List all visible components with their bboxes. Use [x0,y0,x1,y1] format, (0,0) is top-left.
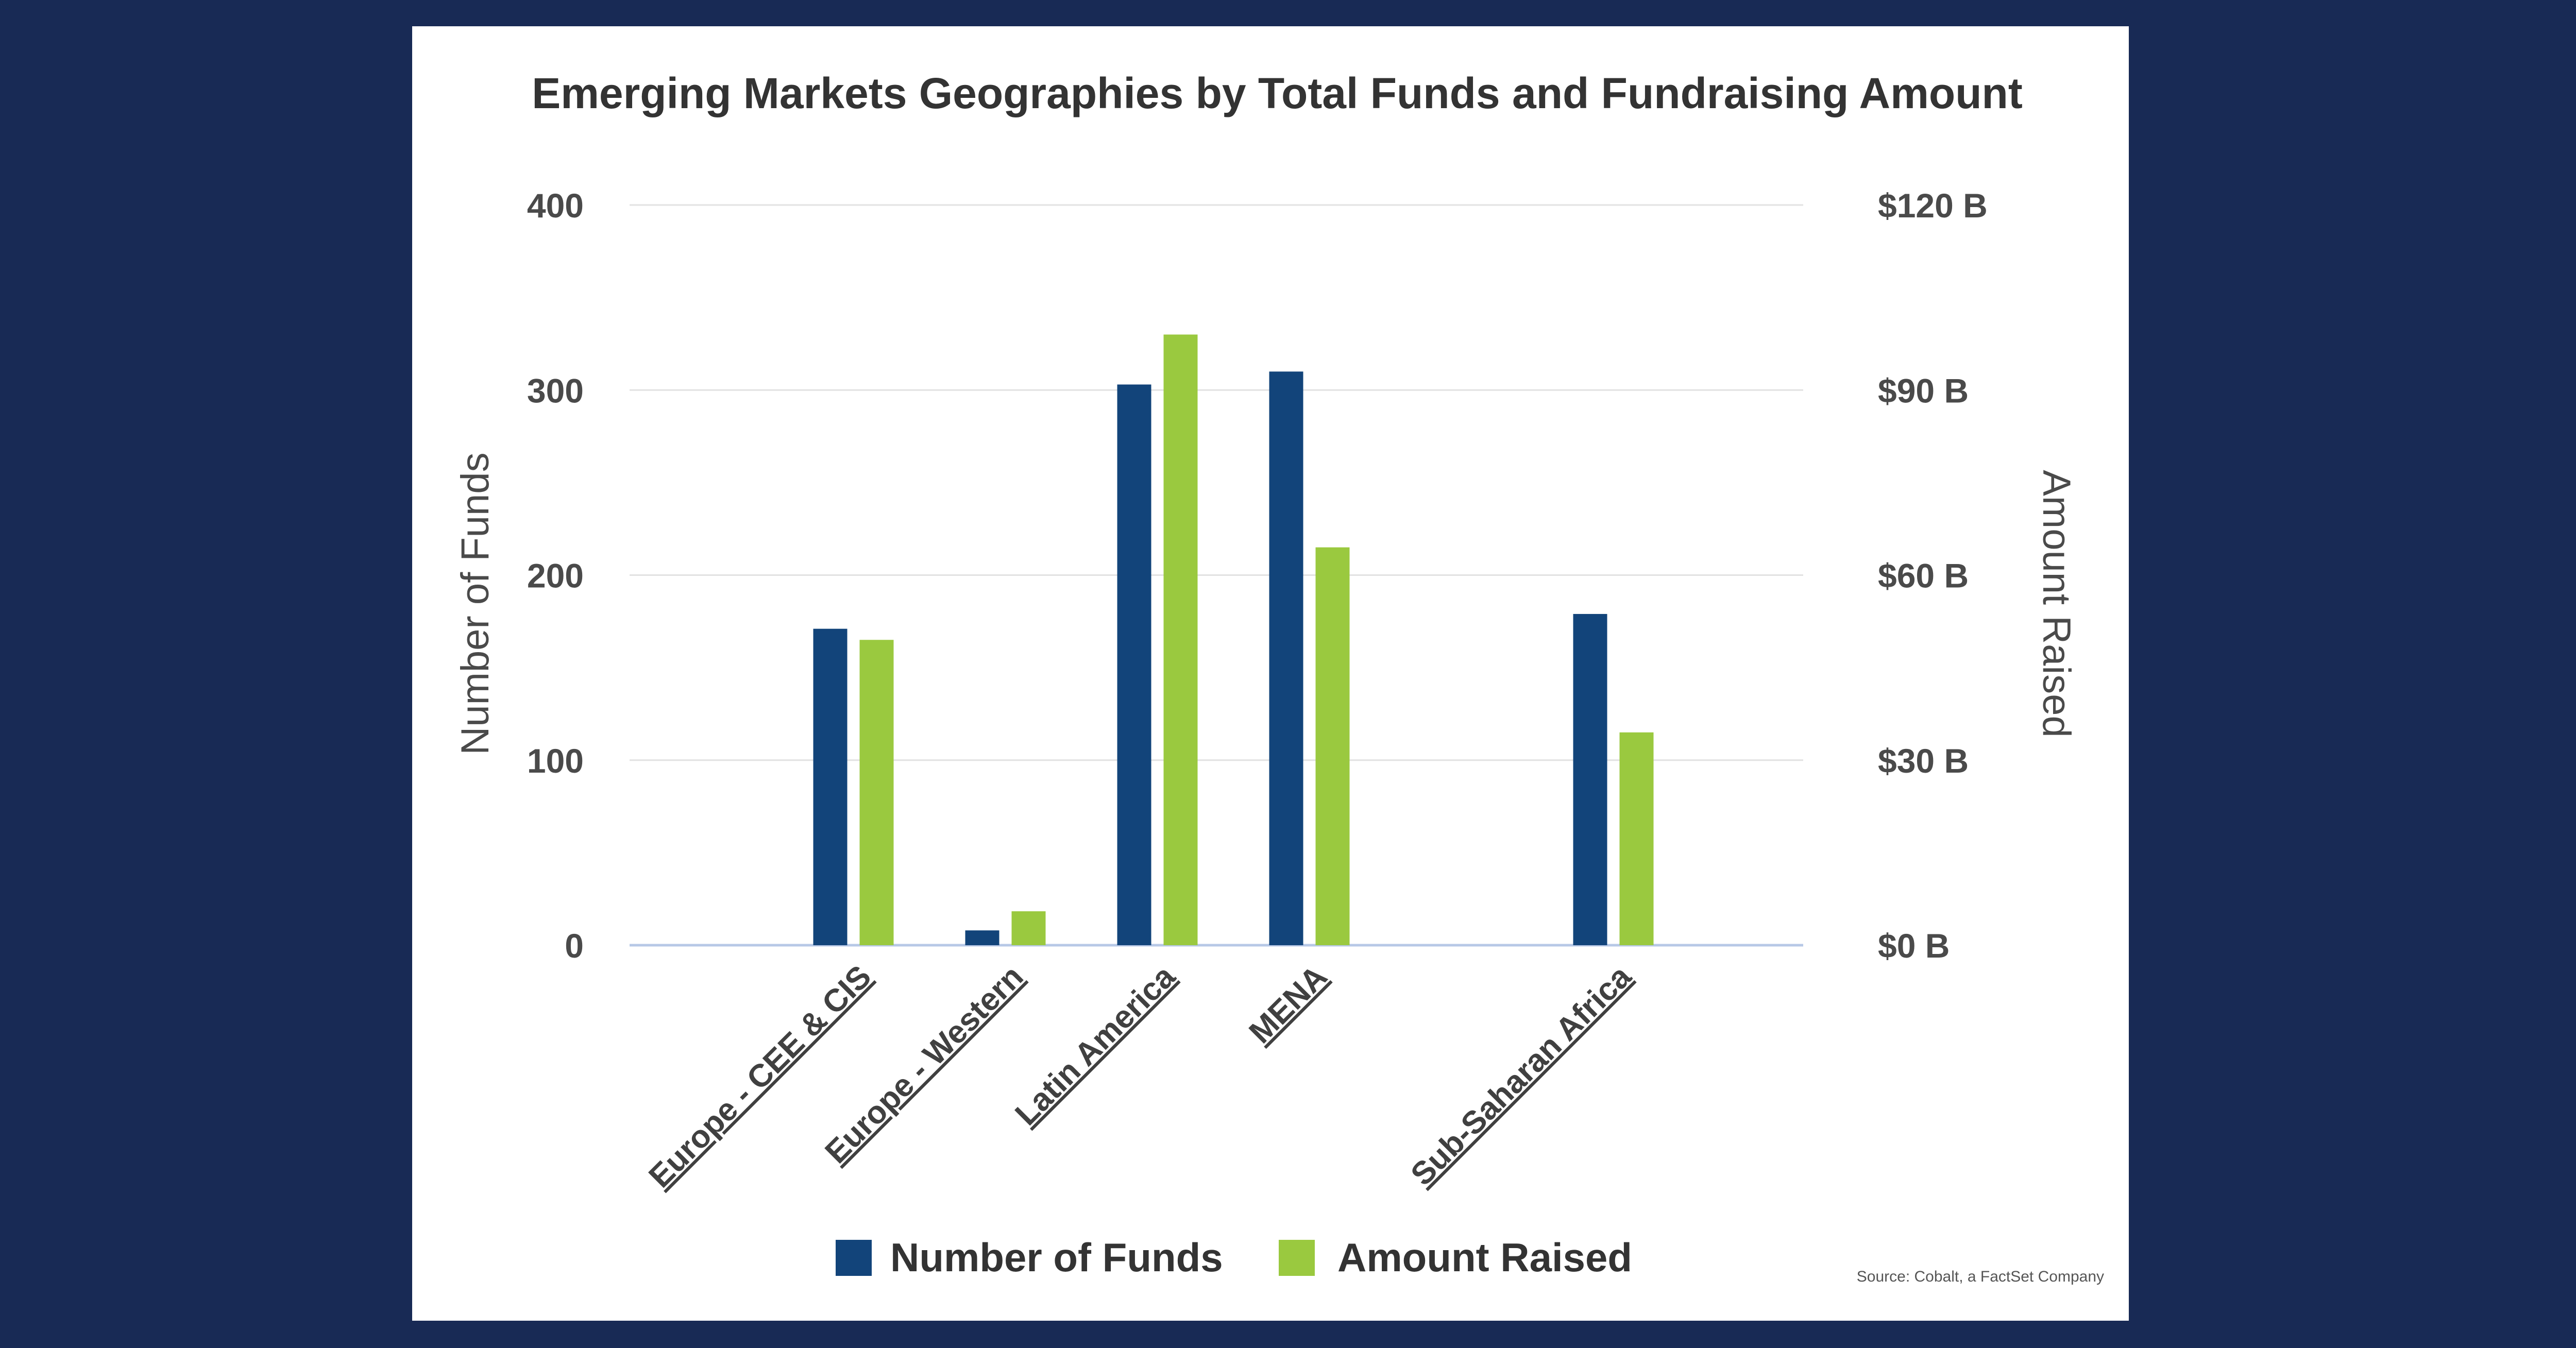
bar-number-of-funds [813,628,848,945]
bar-amount-raised [1315,547,1350,945]
bars [813,334,1654,946]
bar-number-of-funds [1269,371,1303,946]
bar-number-of-funds [965,930,999,945]
right-tick-label: $30 B [1878,742,1969,780]
bar-amount-raised [1619,732,1654,945]
left-tick-label: 100 [527,742,584,780]
bar-amount-raised [1011,911,1046,945]
right-tick-label: $60 B [1878,557,1969,595]
chart-title: Emerging Markets Geographies by Total Fu… [532,69,2023,117]
category-label: Latin America [1008,959,1182,1132]
left-tick-label: 0 [565,927,584,965]
right-tick-label: $0 B [1878,927,1950,965]
right-tick-label: $120 B [1878,186,1988,225]
left-axis-ticks: 0 100 200 300 400 [527,186,584,965]
left-axis-title: Number of Funds [453,452,497,755]
bar-amount-raised [1163,334,1198,945]
legend: Number of Funds Amount Raised [836,1235,1632,1280]
category-label: Sub-Saharan Africa [1404,959,1638,1192]
right-axis-ticks: $0 B $30 B $60 B $90 B $120 B [1878,186,1988,965]
legend-swatch-number-of-funds [836,1240,872,1276]
right-tick-label: $90 B [1878,371,1969,409]
left-tick-label: 200 [527,557,584,595]
bar-amount-raised [859,640,894,945]
left-tick-label: 400 [527,186,584,225]
right-axis-title: Amount Raised [2035,470,2078,738]
legend-swatch-amount-raised [1279,1240,1315,1276]
category-label: MENA [1243,959,1334,1050]
legend-label-number-of-funds: Number of Funds [890,1235,1223,1280]
left-tick-label: 300 [527,371,584,409]
source-note: Source: Cobalt, a FactSet Company [1857,1268,2104,1285]
bar-number-of-funds [1573,613,1607,945]
legend-label-amount-raised: Amount Raised [1337,1235,1632,1280]
bar-number-of-funds [1117,384,1151,946]
